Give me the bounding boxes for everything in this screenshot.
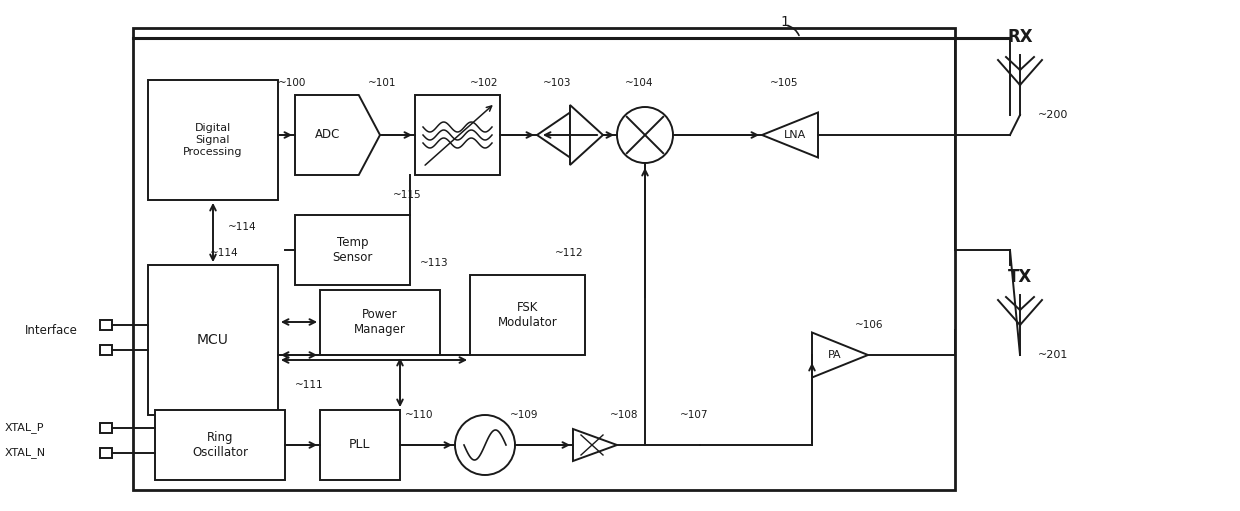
Text: XTAL_P: XTAL_P [5,423,45,433]
Polygon shape [573,429,618,461]
Text: ~114: ~114 [210,248,238,258]
Text: XTAL_N: XTAL_N [5,448,46,458]
Bar [148,80,278,200]
Text: MCU: MCU [197,333,229,347]
Polygon shape [812,333,868,378]
Text: RX: RX [1007,28,1033,46]
Bar [100,320,112,330]
Text: ~200: ~200 [1038,110,1069,120]
Bar [148,265,278,415]
Text: ~100: ~100 [278,78,306,88]
Bar [133,28,955,490]
Text: Temp
Sensor: Temp Sensor [332,236,373,264]
Polygon shape [570,105,603,165]
Circle shape [618,107,673,163]
Bar [295,215,410,285]
Bar [100,345,112,355]
Text: ~111: ~111 [295,380,324,390]
Text: ~201: ~201 [1038,350,1069,360]
Text: ~103: ~103 [543,78,572,88]
Text: ~107: ~107 [680,410,708,420]
Text: ~105: ~105 [770,78,799,88]
Text: LNA: LNA [784,130,806,140]
Text: ~112: ~112 [556,248,584,258]
Text: FSK
Modulator: FSK Modulator [497,301,557,329]
Bar [320,410,401,480]
Text: Power
Manager: Power Manager [355,309,405,337]
Text: Ring
Oscillator: Ring Oscillator [192,431,248,459]
Text: PA: PA [828,350,842,360]
Polygon shape [295,95,379,175]
Text: PLL: PLL [350,438,371,452]
Bar [100,448,112,458]
Text: ~102: ~102 [470,78,498,88]
Bar [320,290,440,355]
Text: TX: TX [1008,268,1032,286]
Circle shape [455,415,515,475]
Polygon shape [763,112,818,157]
Text: ~109: ~109 [510,410,538,420]
Bar [155,410,285,480]
Text: ~101: ~101 [368,78,397,88]
Bar [100,423,112,433]
Text: ~110: ~110 [405,410,434,420]
Polygon shape [537,112,570,157]
Bar [415,95,500,175]
Text: Digital
Signal
Processing: Digital Signal Processing [184,123,243,156]
Text: ~113: ~113 [420,258,449,268]
Text: ~104: ~104 [625,78,653,88]
Text: ~108: ~108 [610,410,639,420]
Text: ~106: ~106 [856,320,883,330]
Bar [470,275,585,355]
Text: ~115: ~115 [393,190,422,200]
Text: ADC: ADC [315,128,340,142]
Text: 1: 1 [780,15,790,29]
Text: ~114: ~114 [228,222,257,233]
Text: Interface: Interface [25,323,78,337]
